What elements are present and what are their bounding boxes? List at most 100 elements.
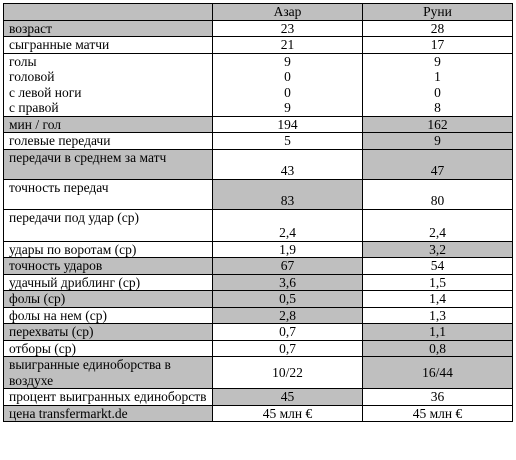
row-label-text: с левой ноги [9,84,82,100]
value-hazard-text: 83 [280,193,295,208]
row-label: отборы (ср) [3,339,213,357]
row-label-text: цена transfermarkt.de [9,405,128,421]
value-rooney-text: 0,8 [429,340,446,356]
header-player-hazard: Азар [212,3,363,21]
value-rooney: 16/44 [362,356,513,389]
row-label: выигранные единоборства в воздухе [3,356,213,389]
table-row: фолы на нем (ср) 2,8 1,3 [3,306,513,324]
value-hazard-text: 45 [280,389,295,404]
table-row: процент выигранных единоборств 45 36 [3,388,513,406]
value-hazard-text: 0,7 [279,340,296,356]
row-label-text: фолы на нем (ср) [9,307,107,323]
table-row: сыгранные матчи 21 17 [3,36,513,54]
value-rooney: 47 [362,148,513,180]
value-rooney-text: 36 [430,389,445,404]
value-hazard-text: 0 [284,69,291,84]
value-rooney-text: 47 [430,163,445,178]
row-label-text: возраст [9,20,52,36]
row-label: мин / гол [3,115,213,133]
row-label-text: голевые передачи [9,133,111,148]
value-rooney: 9 [362,132,513,150]
header-player-rooney: Руни [362,3,513,21]
table-row: удачный дриблинг (ср) 3,6 1,5 [3,273,513,291]
table-row: выигранные единоборства в воздухе 10/22 16… [3,356,513,389]
value-hazard: 2,8 [212,306,363,324]
value-hazard: 23 [212,19,363,37]
value-rooney: 1,3 [362,306,513,324]
row-label: точность передач [3,178,213,210]
value-rooney-text: 1 [434,69,441,84]
row-label-text: головой [9,69,55,84]
value-rooney: 1,1 [362,323,513,341]
value-hazard-text: 9 [284,53,291,69]
value-rooney-text: 3,2 [429,241,446,257]
value-hazard-text: 23 [280,20,295,36]
row-label-text: перехваты (ср) [9,324,94,339]
value-rooney-text: 1,5 [429,274,446,290]
row-label: процент выигранных единоборств [3,388,213,406]
value-hazard-text: 0 [284,84,291,100]
value-hazard: 3,6 [212,273,363,291]
row-label-text: мин / гол [9,116,62,132]
value-rooney-text: 1,3 [429,307,446,323]
value-rooney-text: 1,1 [429,324,446,339]
value-hazard: 67 [212,257,363,275]
value-hazard-text: 194 [277,116,298,132]
header-empty-cell [3,3,213,21]
row-label: удары по воротам (ср) [3,240,213,258]
table-row: возраст 23 28 [3,19,513,37]
row-label: передачи под удар (ср) [3,208,213,242]
value-rooney-text: 9 [434,53,441,69]
value-hazard-text: 10/22 [272,364,303,380]
value-hazard-text: 1,9 [279,241,296,257]
table-row: точность передач 83 80 [3,178,513,210]
row-label-text: удары по воротам (ср) [9,241,137,257]
value-hazard: 43 [212,148,363,180]
row-label-text: процент выигранных единоборств [9,389,207,404]
value-rooney-text: 8 [434,100,441,115]
value-rooney: 45 млн € [362,404,513,422]
value-hazard: 0,5 [212,290,363,308]
table-row: мин / гол 194 162 [3,115,513,133]
value-rooney: 0,8 [362,339,513,357]
value-hazard-text: 67 [280,258,295,273]
value-hazard-text: 0,5 [279,291,296,306]
value-rooney-text: 9 [434,133,441,148]
value-hazard: 0,7 [212,339,363,357]
row-label-text: удачный дриблинг (ср) [9,274,141,290]
table-row: удары по воротам (ср) 1,9 3,2 [3,240,513,258]
table-row: передачи в среднем за матч 43 47 [3,148,513,180]
value-rooney: 80 [362,178,513,210]
value-rooney-text: 45 млн € [412,405,463,421]
row-label-text: выигранные единоборства в воздухе [9,357,171,388]
value-rooney-text: 80 [430,193,445,208]
value-rooney: 36 [362,388,513,406]
value-hazard: 21 [212,36,363,54]
row-label: перехваты (ср) [3,323,213,341]
row-label-text: точность ударов [9,258,103,273]
value-hazard: 0,7 [212,323,363,341]
value-hazard: 2,4 [212,208,363,242]
value-rooney: 17 [362,36,513,54]
value-rooney: 54 [362,257,513,275]
value-hazard-text: 21 [280,37,295,52]
value-rooney-text: 162 [427,116,448,132]
value-rooney: 1,5 [362,273,513,291]
value-hazard: 194 [212,115,363,133]
value-rooney: 2,4 [362,208,513,242]
row-label-text: точность передач [9,179,109,195]
row-label: возраст [3,19,213,37]
value-rooney-text: 54 [430,258,445,273]
row-label-text: голы [9,53,37,69]
value-hazard: 10/22 [212,356,363,389]
row-label-text: передачи под удар (ср) [9,209,139,225]
value-rooney-text: 0 [434,84,441,100]
value-hazard: 45 млн € [212,404,363,422]
value-hazard-text: 45 млн € [262,405,313,421]
row-label: передачи в среднем за матч [3,148,213,180]
value-hazard-text: 2,8 [279,307,296,323]
table-row: голевые передачи 5 9 [3,132,513,150]
comparison-table: Азар Руни возраст 23 28 сыгранные матчи 21 17… [3,3,513,422]
row-label: голы головой с левой ноги с правой [3,52,213,117]
